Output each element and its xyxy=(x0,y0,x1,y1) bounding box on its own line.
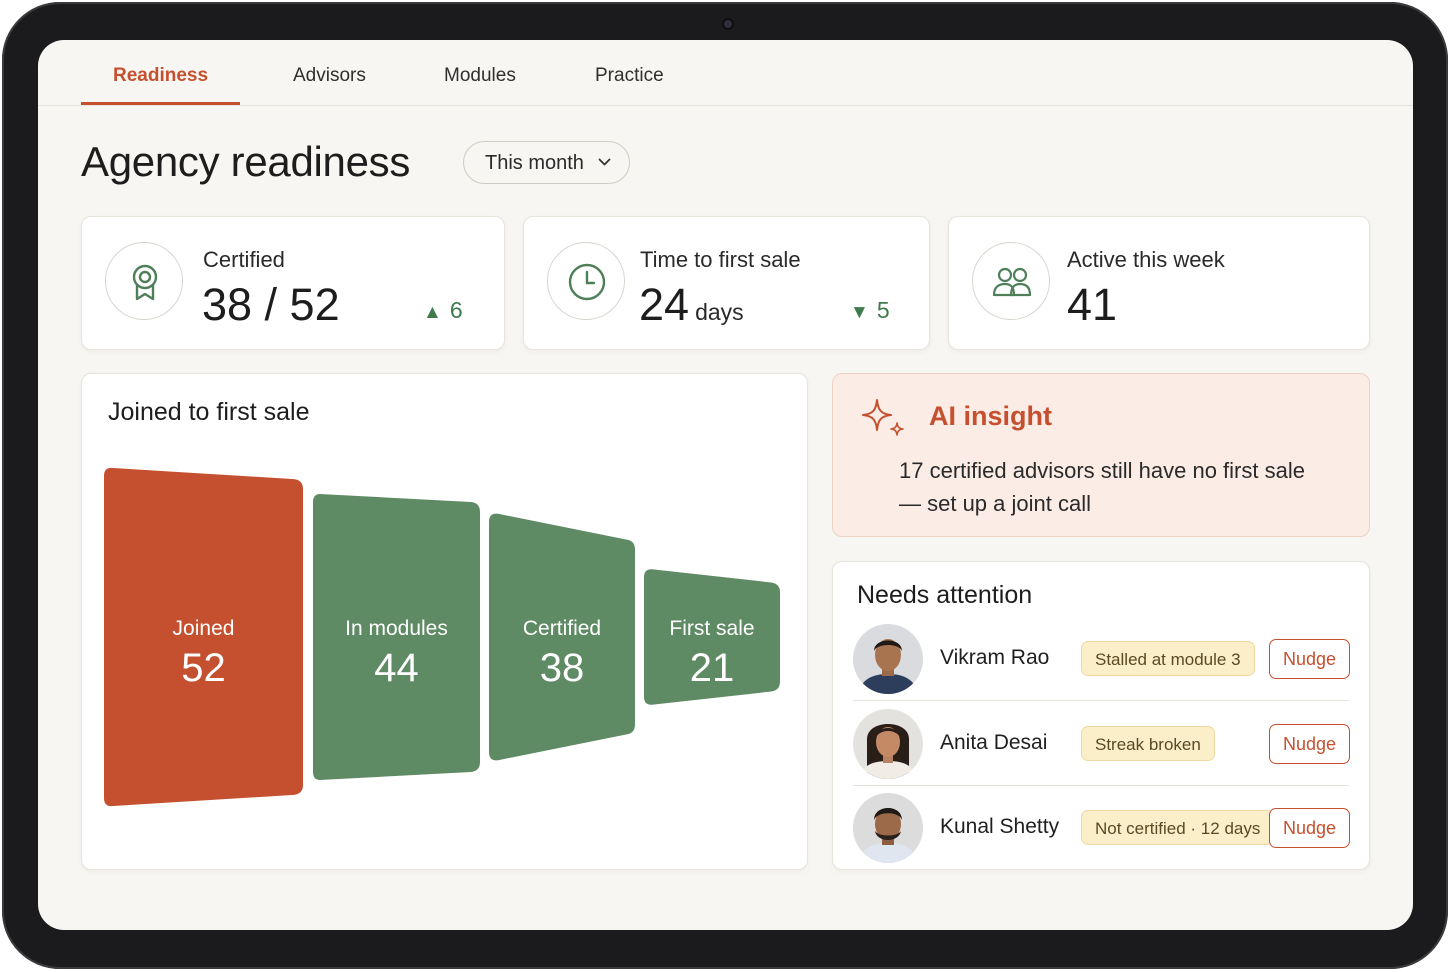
advisor-name: Anita Desai xyxy=(940,731,1048,754)
list-item: Vikram Rao Stalled at module 3 Nudge xyxy=(833,616,1369,701)
tab-bar: Readiness Advisors Modules Practice xyxy=(38,40,1413,106)
kpi-label: Active this week xyxy=(1067,247,1225,272)
kpi-icon-badge xyxy=(972,242,1050,320)
avatar xyxy=(853,709,923,779)
status-badge: Stalled at module 3 xyxy=(1081,641,1255,676)
period-select-value: This month xyxy=(485,152,584,174)
kpi-value: 38 / 52 xyxy=(202,279,340,330)
kpi-value: 41 xyxy=(1067,279,1118,330)
nudge-button[interactable]: Nudge xyxy=(1269,639,1350,679)
kpi-card-time-to-first-sale: Time to first sale 24 days ▼ 5 xyxy=(523,216,930,350)
nudge-button[interactable]: Nudge xyxy=(1269,724,1350,764)
triangle-up-icon: ▲ xyxy=(423,302,442,323)
period-select[interactable]: This month xyxy=(463,141,630,184)
kpi-delta-value: 5 xyxy=(876,297,890,323)
tab-modules[interactable]: Modules xyxy=(444,65,516,86)
kpi-value-number: 24 xyxy=(639,279,690,330)
kpi-delta-up: ▲ 6 xyxy=(423,297,463,324)
insight-title: AI insight xyxy=(929,401,1052,431)
funnel-stage-value: 44 xyxy=(374,646,419,690)
kpi-delta-down: ▼ 5 xyxy=(850,297,890,324)
kpi-unit: days xyxy=(695,299,744,325)
tab-advisors[interactable]: Advisors xyxy=(293,65,366,86)
kpi-delta-value: 6 xyxy=(449,297,463,323)
row-divider xyxy=(853,700,1349,701)
funnel-stage-certified xyxy=(489,513,635,761)
row-divider xyxy=(853,785,1349,786)
page-title: Agency readiness xyxy=(81,138,411,185)
funnel-stage-in-modules xyxy=(313,494,480,780)
funnel-stage-value: 52 xyxy=(181,646,226,690)
kpi-card-certified: Certified 38 / 52 ▲ 6 xyxy=(81,216,505,350)
list-item: Anita Desai Streak broken Nudge xyxy=(833,701,1369,786)
users-icon xyxy=(992,267,1032,297)
funnel-stage-first-sale xyxy=(644,569,780,705)
kpi-label: Time to first sale xyxy=(640,247,801,272)
active-tab-indicator xyxy=(81,102,240,105)
funnel-chart: Joined 52 In modules 44 Certified 38 First sal… xyxy=(104,467,780,807)
kpi-label: Certified xyxy=(203,247,285,272)
advisor-name: Vikram Rao xyxy=(940,646,1050,669)
kpi-icon-badge xyxy=(547,242,625,320)
camera-dot xyxy=(722,18,734,30)
kpi-card-active-this-week: Active this week 41 xyxy=(948,216,1370,350)
funnel-stage-value: 38 xyxy=(540,646,585,690)
insight-text: 17 certified advisors still have no firs… xyxy=(899,458,1305,516)
status-badge: Not certified · 12 days xyxy=(1081,810,1275,845)
funnel-stage-joined xyxy=(104,467,303,807)
app-screen: Readiness Advisors Modules Practice Agen… xyxy=(38,40,1413,930)
kpi-icon-badge xyxy=(105,242,183,320)
tab-readiness[interactable]: Readiness xyxy=(113,65,209,86)
list-item: Kunal Shetty Not certified · 12 days Nud… xyxy=(833,785,1369,870)
nudge-button[interactable]: Nudge xyxy=(1269,808,1350,848)
funnel-stage-label: In modules xyxy=(345,617,448,640)
needs-attention-card: Needs attention Vikram Rao Stalled at mo… xyxy=(832,561,1370,870)
funnel-stage-value: 21 xyxy=(690,646,735,690)
funnel-stage-label: Certified xyxy=(523,617,601,640)
avatar xyxy=(853,624,923,694)
kpi-value: 24 days xyxy=(639,279,744,331)
avatar xyxy=(853,793,923,863)
chevron-down-icon xyxy=(598,158,611,166)
status-badge: Streak broken xyxy=(1081,726,1215,761)
clock-icon xyxy=(568,263,606,301)
ai-insight-card: AI insight 17 certified advisors still h… xyxy=(832,373,1370,537)
award-icon xyxy=(132,264,158,301)
needs-attention-title: Needs attention xyxy=(857,581,1033,609)
sparkle-icon xyxy=(862,399,904,436)
funnel-card: Joined to first sale Joined 52 In modules 4… xyxy=(81,373,808,870)
advisor-name: Kunal Shetty xyxy=(940,815,1060,838)
funnel-stage-label: Joined xyxy=(173,617,235,640)
funnel-stage-label: First sale xyxy=(669,617,754,640)
triangle-down-icon: ▼ xyxy=(850,302,869,323)
tab-practice[interactable]: Practice xyxy=(595,65,664,86)
funnel-title: Joined to first sale xyxy=(108,398,310,426)
